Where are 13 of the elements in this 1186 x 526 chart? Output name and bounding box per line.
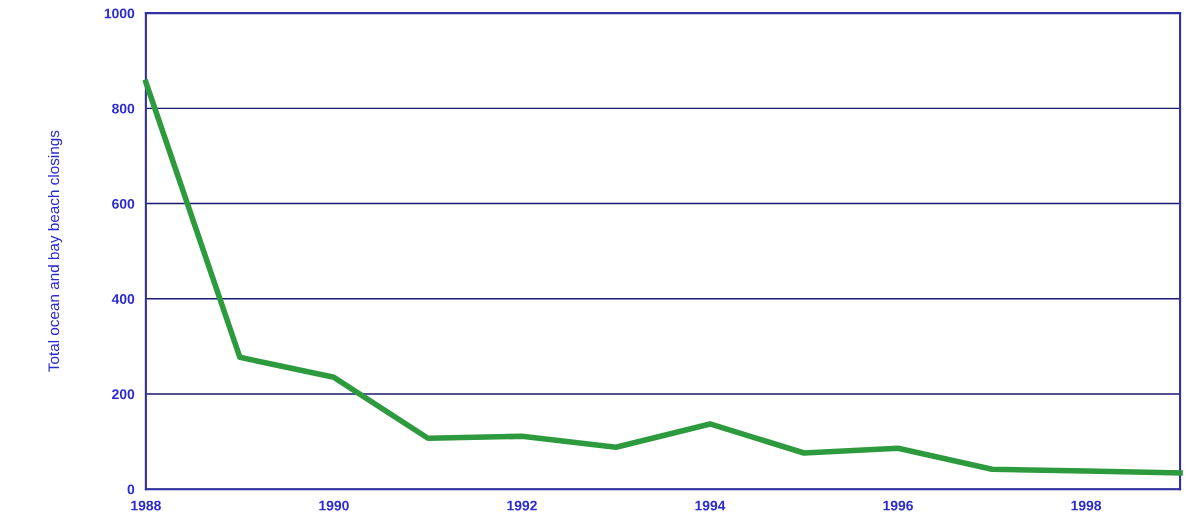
x-tick-label: 1994 xyxy=(695,500,726,511)
y-tick-label: 400 xyxy=(111,294,135,304)
y-tick-label: 1000 xyxy=(104,8,135,19)
x-tick-label: 1996 xyxy=(883,500,913,511)
x-tick-label: 1992 xyxy=(507,500,537,511)
y-axis-title: Total ocean and bay beach closings xyxy=(47,130,63,372)
x-tick-label: 1998 xyxy=(1071,500,1102,511)
y-tick-label: 0 xyxy=(127,484,135,495)
y-tick-label: 800 xyxy=(112,103,135,114)
x-tick-label: 1990 xyxy=(319,500,349,511)
x-tick-label: 1988 xyxy=(131,500,161,511)
y-tick-label: 200 xyxy=(112,389,135,400)
y-tick-label: 600 xyxy=(112,198,135,209)
